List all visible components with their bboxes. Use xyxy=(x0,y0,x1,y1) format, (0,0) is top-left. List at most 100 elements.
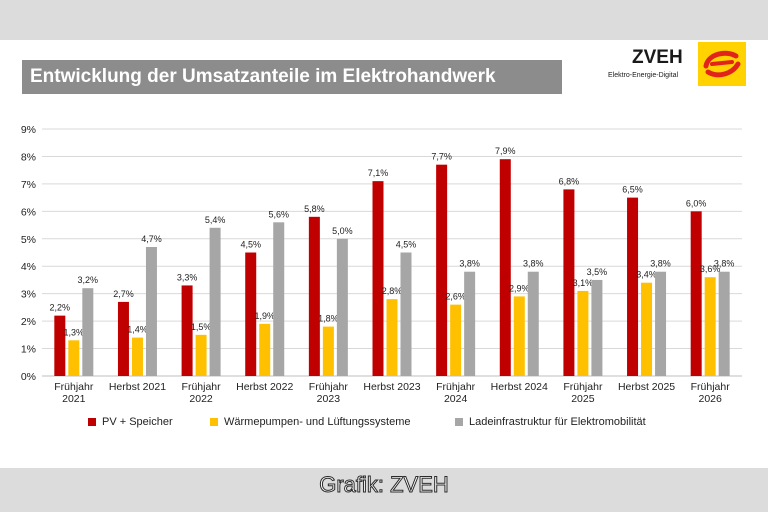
x-tick-label: Frühjahr xyxy=(309,381,349,393)
data-label: 5,4% xyxy=(205,215,226,225)
data-label: 3,3% xyxy=(177,272,198,282)
legend-item: PV + Speicher xyxy=(88,416,173,428)
x-tick-label: Frühjahr xyxy=(563,381,603,393)
data-label: 4,5% xyxy=(240,240,261,250)
x-tick-label: 2024 xyxy=(444,393,468,405)
data-label: 3,8% xyxy=(714,259,735,269)
legend-item: Wärmepumpen- und Lüftungssysteme xyxy=(210,416,410,428)
x-tick-label: Herbst 2025 xyxy=(618,381,675,393)
bar xyxy=(704,277,716,376)
legend-swatch xyxy=(455,418,463,426)
data-label: 5,0% xyxy=(332,226,353,236)
image-caption: Grafik: ZVEH xyxy=(319,472,450,498)
y-tick-label: 1% xyxy=(21,344,36,356)
y-tick-label: 7% xyxy=(21,179,36,191)
x-tick-label: Frühjahr xyxy=(436,381,476,393)
bar xyxy=(372,181,384,376)
data-label: 3,8% xyxy=(459,259,480,269)
data-label: 6,5% xyxy=(622,185,643,195)
x-tick-label: Frühjahr xyxy=(691,381,731,393)
data-label: 4,5% xyxy=(396,240,417,250)
y-tick-label: 6% xyxy=(21,206,36,218)
bar xyxy=(273,222,285,376)
bar xyxy=(209,227,221,376)
bar xyxy=(577,290,589,376)
data-label: 2,2% xyxy=(50,303,71,313)
bar xyxy=(627,197,639,376)
bar xyxy=(68,340,80,376)
legend: PV + Speicher Wärmepumpen- und Lüftungssy… xyxy=(0,416,768,432)
data-label: 3,8% xyxy=(650,259,671,269)
bar xyxy=(386,299,398,376)
legend-label: Wärmepumpen- und Lüftungssysteme xyxy=(224,416,411,428)
data-label: 7,9% xyxy=(495,146,516,156)
bar xyxy=(322,326,334,376)
bar xyxy=(336,238,348,376)
bar xyxy=(641,282,653,376)
y-tick-label: 3% xyxy=(21,289,36,301)
bar xyxy=(436,164,448,376)
y-tick-label: 0% xyxy=(21,371,36,383)
bar xyxy=(400,252,412,376)
bar xyxy=(117,301,129,376)
logo-subtitle: Elektro-Energie-Digital xyxy=(608,72,679,79)
data-label: 5,6% xyxy=(268,209,289,219)
x-tick-label: 2025 xyxy=(571,393,595,405)
bar xyxy=(259,323,271,376)
y-tick-label: 5% xyxy=(21,234,36,246)
data-label: 3,2% xyxy=(78,275,99,285)
y-tick-label: 2% xyxy=(21,316,36,328)
data-label: 2,7% xyxy=(113,289,134,299)
data-label: 1,9% xyxy=(254,311,275,321)
x-tick-label: Herbst 2023 xyxy=(363,381,420,393)
x-tick-label: Frühjahr xyxy=(54,381,94,393)
title-bar: Entwicklung der Umsatzanteile im Elektro… xyxy=(22,60,562,94)
data-label: 7,7% xyxy=(431,152,452,162)
x-tick-label: 2026 xyxy=(699,393,723,405)
bar xyxy=(563,189,575,376)
x-tick-label: 2023 xyxy=(317,393,341,405)
legend-item: Ladeinfrastruktur für Elektromobilität xyxy=(455,416,646,428)
bar xyxy=(82,288,94,376)
data-label: 3,5% xyxy=(587,267,608,277)
bar xyxy=(145,247,157,376)
data-label: 6,8% xyxy=(559,176,580,186)
x-tick-label: Herbst 2024 xyxy=(491,381,548,393)
data-label: 4,7% xyxy=(141,234,162,244)
data-label: 2,6% xyxy=(445,292,466,302)
bar xyxy=(718,271,730,376)
bar xyxy=(245,252,257,376)
y-tick-label: 4% xyxy=(21,261,36,273)
top-band xyxy=(0,0,768,40)
bar xyxy=(591,279,603,376)
bar xyxy=(499,159,511,376)
x-tick-label: 2022 xyxy=(189,393,213,405)
chart-title: Entwicklung der Umsatzanteile im Elektro… xyxy=(30,66,496,87)
zveh-logo-icon xyxy=(698,42,746,86)
bar xyxy=(527,271,539,376)
x-tick-label: 2021 xyxy=(62,393,86,405)
y-tick-label: 9% xyxy=(21,124,36,136)
data-label: 3,4% xyxy=(636,270,657,280)
bar xyxy=(181,285,193,376)
data-label: 6,0% xyxy=(686,198,707,208)
legend-swatch xyxy=(210,418,218,426)
legend-label: PV + Speicher xyxy=(102,416,173,428)
x-tick-label: Frühjahr xyxy=(182,381,222,393)
bar xyxy=(131,337,143,376)
data-label: 3,6% xyxy=(700,264,721,274)
bar xyxy=(195,334,207,376)
data-label: 3,1% xyxy=(573,278,594,288)
x-tick-label: Herbst 2021 xyxy=(109,381,166,393)
data-label: 3,8% xyxy=(523,259,544,269)
logo-text: ZVEH xyxy=(632,47,683,68)
bottom-band xyxy=(0,468,768,512)
data-label: 1,5% xyxy=(191,322,212,332)
legend-swatch xyxy=(88,418,96,426)
data-label: 2,9% xyxy=(509,283,530,293)
data-label: 1,3% xyxy=(64,327,85,337)
data-label: 7,1% xyxy=(368,168,389,178)
bar xyxy=(464,271,476,376)
legend-label: Ladeinfrastruktur für Elektromobilität xyxy=(469,416,646,428)
bar xyxy=(690,211,702,376)
